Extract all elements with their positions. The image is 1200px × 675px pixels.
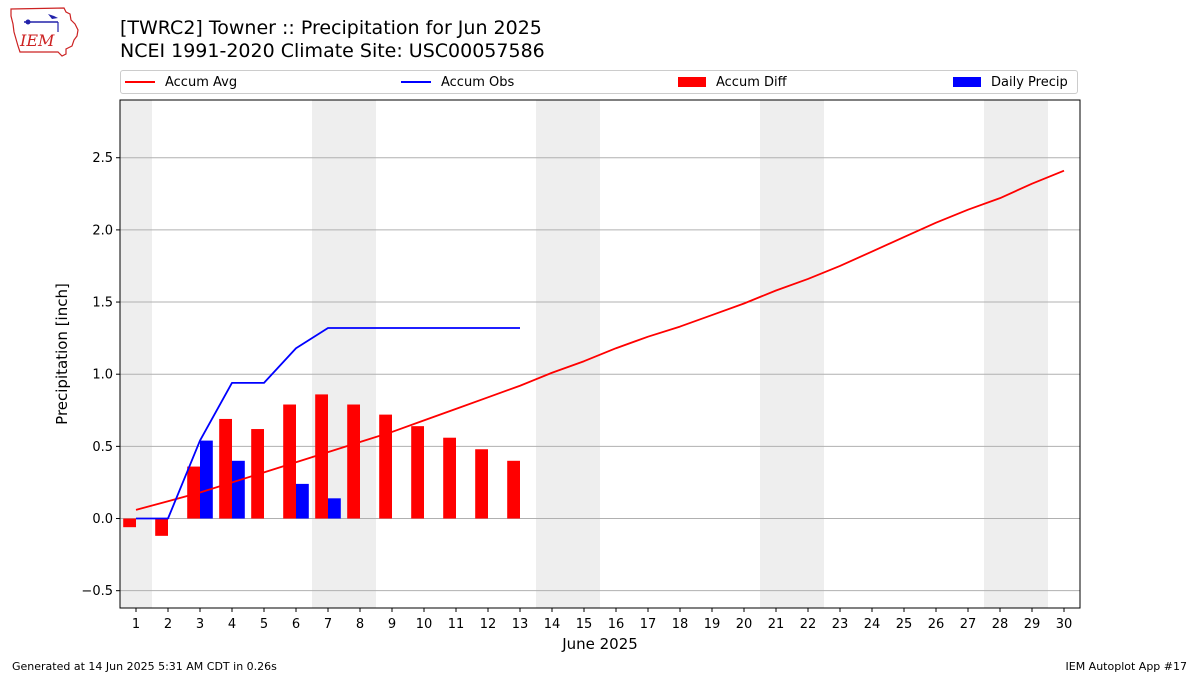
y-axis-label: Precipitation [inch]	[53, 283, 71, 425]
x-tick-label: 19	[704, 617, 721, 632]
accum-diff-bar-13	[507, 460, 520, 519]
iem-logo: IEM	[8, 6, 82, 62]
y-tick-label: 1.5	[92, 296, 113, 311]
accum-diff-bar-8	[347, 404, 360, 519]
x-tick-label: 3	[196, 617, 204, 632]
accum-diff-bar-9	[379, 414, 392, 519]
accum-diff-bar-10	[411, 426, 424, 519]
accum-diff-bar-3	[187, 466, 200, 519]
accum-diff-bar-7	[315, 394, 328, 519]
x-tick-label: 15	[576, 617, 593, 632]
footer-app: IEM Autoplot App #17	[1065, 660, 1188, 673]
x-tick-label: 22	[800, 617, 817, 632]
x-tick-label: 4	[228, 617, 236, 632]
legend-label-accum-diff: Accum Diff	[716, 74, 787, 90]
x-tick-label: 20	[736, 617, 753, 632]
legend-swatch-daily-precip	[953, 77, 981, 87]
x-tick-label: 1	[132, 617, 140, 632]
plot-frame	[119, 99, 1081, 609]
x-tick-label: 9	[388, 617, 396, 632]
accum-diff-bar-6	[283, 404, 296, 519]
x-tick-label: 12	[480, 617, 497, 632]
x-tick-label: 17	[640, 617, 657, 632]
accum-diff-bar-2	[155, 518, 168, 536]
y-tick-label: 2.5	[92, 151, 113, 166]
daily-precip-bar-7	[328, 498, 341, 519]
x-tick-label: 24	[864, 617, 881, 632]
x-tick-label: 27	[960, 617, 977, 632]
daily-precip-bar-6	[296, 483, 309, 519]
bars	[123, 394, 520, 536]
y-tick-label: 0.0	[92, 512, 113, 527]
daily-precip-bar-3	[200, 440, 213, 519]
iem-logo-graphic: IEM	[10, 7, 79, 57]
footer-generated: Generated at 14 Jun 2025 5:31 AM CDT in …	[12, 660, 277, 673]
legend-swatch-accum-avg	[125, 81, 155, 83]
x-tick-label: 8	[356, 617, 364, 632]
chart-title: [TWRC2] Towner :: Precipitation for Jun …	[120, 17, 542, 39]
accum-diff-bar-11	[443, 437, 456, 519]
legend-label-accum-avg: Accum Avg	[165, 74, 238, 90]
legend-item-accum-avg: Accum Avg	[125, 71, 237, 93]
x-axis-label: June 2025	[561, 635, 638, 653]
x-tick-label: 5	[260, 617, 268, 632]
weekend-shade-4	[760, 100, 824, 608]
legend-item-accum-obs: Accum Obs	[401, 71, 514, 93]
accum-diff-bar-12	[475, 449, 488, 519]
x-tick-label: 10	[416, 617, 433, 632]
x-tick-label: 13	[512, 617, 529, 632]
x-tick-label: 30	[1056, 617, 1073, 632]
x-tick-label: 23	[832, 617, 849, 632]
x-tick-label: 29	[1024, 617, 1041, 632]
x-tick-label: 18	[672, 617, 689, 632]
x-tick-label: 26	[928, 617, 945, 632]
logo-text: IEM	[19, 31, 55, 50]
legend-item-accum-diff: Accum Diff	[678, 71, 787, 93]
legend-label-accum-obs: Accum Obs	[441, 74, 515, 90]
x-tick-label: 21	[768, 617, 785, 632]
axis-ticks: −0.50.00.51.01.52.02.51 2 3 4 5 6 7 8 9 10 11 12 13 1…	[81, 151, 1072, 632]
daily-precip-bar-4	[232, 460, 245, 519]
x-tick-label: 14	[544, 617, 561, 632]
weekend-shade-5	[984, 100, 1048, 608]
legend-label-daily-precip: Daily Precip	[991, 74, 1068, 90]
weekend-shade-3	[536, 100, 600, 608]
x-tick-label: 6	[292, 617, 300, 632]
y-tick-label: 0.5	[92, 440, 113, 455]
weekend-shade-2	[312, 100, 376, 608]
x-tick-label: 7	[324, 617, 332, 632]
accum-obs-line	[136, 327, 520, 520]
chart-subtitle: NCEI 1991-2020 Climate Site: USC00057586	[120, 40, 545, 62]
chart-legend: Accum Avg Accum Obs Accum Diff Daily Pre…	[120, 70, 1078, 94]
weekend-shading	[120, 100, 1048, 608]
x-tick-label: 2	[164, 617, 172, 632]
legend-item-daily-precip: Daily Precip	[953, 71, 1068, 93]
legend-swatch-accum-diff	[678, 77, 706, 87]
y-tick-label: −0.5	[81, 584, 113, 599]
x-tick-label: 11	[448, 617, 465, 632]
y-tick-label: 2.0	[92, 223, 113, 238]
x-tick-label: 28	[992, 617, 1009, 632]
legend-swatch-accum-obs	[401, 81, 431, 83]
x-tick-label: 16	[608, 617, 625, 632]
accum-diff-bar-4	[219, 418, 232, 519]
series-lines	[135, 169, 1065, 520]
x-tick-label: 25	[896, 617, 913, 632]
accum-avg-line	[135, 169, 1065, 511]
weekend-shade-1	[120, 100, 152, 608]
y-tick-label: 1.0	[92, 368, 113, 383]
accum-diff-bar-1	[123, 518, 136, 528]
